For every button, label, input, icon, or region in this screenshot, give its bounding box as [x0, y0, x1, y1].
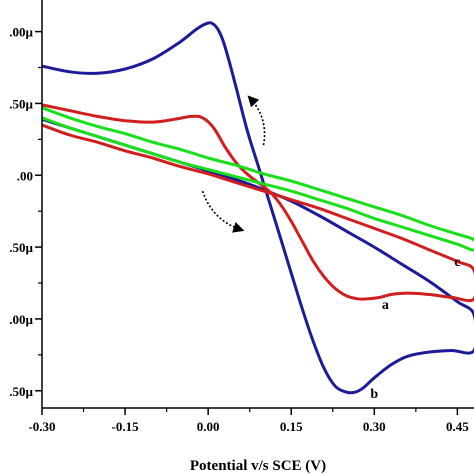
y-tick-label: .50µ — [9, 240, 33, 255]
y-tick-label: .50µ — [9, 384, 33, 399]
labels-layer: b a c — [370, 255, 460, 402]
series-label-c: c — [454, 255, 460, 270]
y-tick-label: .00µ — [9, 25, 33, 40]
x-tick-label: 0.45 — [446, 419, 469, 434]
series-layer — [41, 21, 474, 395]
scan-direction-arrow-2 — [247, 95, 266, 146]
axes: -0.30 -0.15 0.00 0.15 0.30 0.45 .00µ .50µ .00 .50… — [9, 0, 474, 434]
scan-direction-arrows — [201, 95, 266, 233]
x-axis-title: Potential v/s SCE (V) — [190, 458, 326, 474]
x-tick-label: 0.00 — [197, 419, 220, 434]
x-tick-label: -0.15 — [112, 419, 140, 434]
x-tick-label: -0.30 — [28, 419, 55, 434]
series-line-c — [41, 106, 474, 252]
series-label-b: b — [370, 387, 378, 402]
series-label-a: a — [382, 298, 389, 313]
series-line-b — [41, 21, 474, 395]
scan-direction-arrow-1 — [201, 190, 245, 233]
y-tick-label: .50µ — [9, 96, 33, 111]
y-tick-label: .00µ — [9, 312, 33, 327]
x-tick-label: 0.30 — [363, 419, 386, 434]
y-tick-label: .00 — [17, 168, 33, 183]
x-tick-label: 0.15 — [280, 419, 303, 434]
series-line-a — [41, 103, 474, 303]
